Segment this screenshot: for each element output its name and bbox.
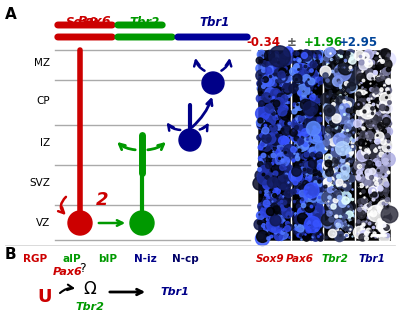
Text: Tbr1: Tbr1 bbox=[200, 16, 230, 29]
Text: Tbr2: Tbr2 bbox=[130, 16, 160, 29]
Bar bbox=[356, 50, 390, 240]
Text: SVZ: SVZ bbox=[29, 178, 50, 188]
Text: RGP: RGP bbox=[23, 254, 47, 264]
Text: N-iz: N-iz bbox=[134, 254, 156, 264]
Text: Tbr1: Tbr1 bbox=[160, 287, 189, 297]
Text: -0.34: -0.34 bbox=[246, 36, 280, 49]
Text: N-cp: N-cp bbox=[172, 254, 198, 264]
Text: VZ: VZ bbox=[36, 218, 50, 228]
Bar bbox=[292, 50, 322, 240]
Circle shape bbox=[68, 211, 92, 235]
Circle shape bbox=[202, 72, 224, 94]
Circle shape bbox=[179, 129, 201, 151]
Text: Tbr2: Tbr2 bbox=[76, 302, 104, 312]
Text: aIP: aIP bbox=[63, 254, 81, 264]
Text: +2.95: +2.95 bbox=[338, 36, 378, 49]
Text: B: B bbox=[5, 247, 17, 262]
Bar bbox=[324, 50, 354, 240]
Text: Ω: Ω bbox=[84, 280, 96, 298]
Text: Sox9: Sox9 bbox=[66, 16, 98, 29]
Text: Pax6: Pax6 bbox=[286, 254, 314, 264]
Text: IZ: IZ bbox=[40, 138, 50, 148]
Text: Pax6: Pax6 bbox=[53, 267, 83, 277]
Text: Tbr1: Tbr1 bbox=[358, 254, 386, 264]
Text: +1.96: +1.96 bbox=[304, 36, 342, 49]
Text: Tbr2: Tbr2 bbox=[322, 254, 348, 264]
Text: bIP: bIP bbox=[98, 254, 118, 264]
Text: Sox9: Sox9 bbox=[256, 254, 284, 264]
Text: U: U bbox=[38, 288, 52, 306]
Bar bbox=[258, 50, 290, 240]
Text: Pax6: Pax6 bbox=[78, 15, 112, 28]
Text: ?: ? bbox=[79, 262, 85, 275]
Circle shape bbox=[130, 211, 154, 235]
Text: CP: CP bbox=[36, 96, 50, 106]
Text: ±: ± bbox=[287, 36, 297, 49]
Text: 2: 2 bbox=[96, 191, 108, 209]
Text: A: A bbox=[5, 7, 17, 22]
Text: MZ: MZ bbox=[34, 58, 50, 68]
